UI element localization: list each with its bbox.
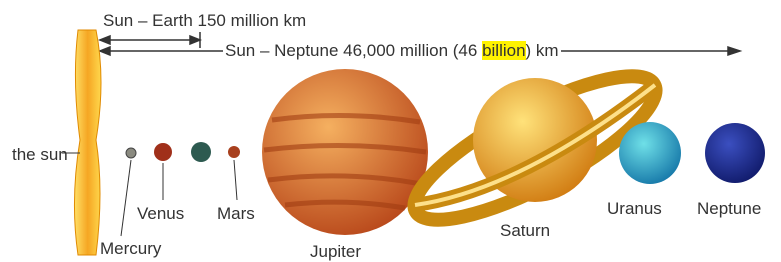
highlight: billion: [482, 41, 525, 60]
earth: [191, 142, 211, 162]
label: Uranus: [607, 200, 662, 217]
label: Mercury: [100, 240, 161, 257]
neptune-distance: Sun – Neptune 46,000 million (46 billion…: [223, 42, 561, 59]
venus: [154, 143, 172, 161]
mars: [228, 146, 240, 158]
illustration: [0, 0, 781, 262]
arrow-head: [100, 36, 110, 44]
label: Jupiter: [310, 243, 361, 260]
earth-distance: Sun – Earth 150 million km: [103, 12, 306, 29]
uranus: [619, 122, 681, 184]
sun: [74, 30, 101, 255]
arrow-head: [728, 47, 740, 55]
mars-leader: [234, 160, 237, 200]
label: Neptune: [697, 200, 761, 217]
label: Mars: [217, 205, 255, 222]
neptune: [705, 123, 765, 183]
label: Venus: [137, 205, 184, 222]
mercury-leader: [121, 160, 131, 236]
solar-system-diagram: Sun – Earth 150 million km Sun – Neptune…: [0, 0, 781, 262]
arrow-head: [100, 47, 110, 55]
arrow-head: [190, 36, 200, 44]
text: Sun – Neptune 46,000 million (46: [225, 41, 482, 60]
mercury: [126, 148, 136, 158]
text: ) km: [526, 41, 559, 60]
label: Saturn: [500, 222, 550, 239]
label: the sun: [12, 146, 68, 163]
leader-lines: [121, 160, 237, 236]
